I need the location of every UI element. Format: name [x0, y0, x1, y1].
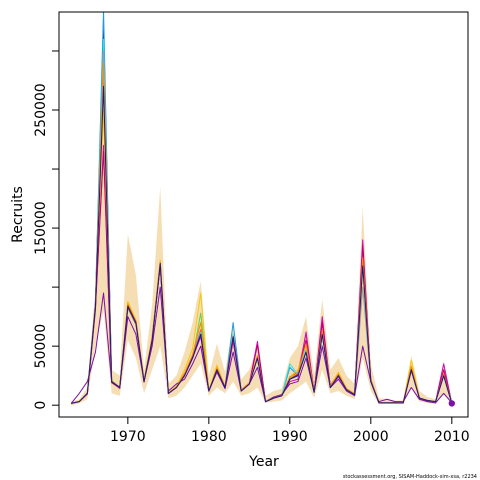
endpoint-marker	[448, 400, 456, 407]
x-axis: 1970 1980 1990 2000 2010	[110, 417, 470, 445]
x-tick-label-1970: 1970	[110, 429, 146, 445]
y-tick-label-50000: 50000	[33, 324, 49, 369]
y-tick-label-0: 0	[33, 401, 49, 410]
series-layer	[70, 12, 453, 404]
series-line-12	[71, 85, 453, 404]
x-tick-label-2000: 2000	[353, 429, 389, 445]
x-tick-label-2010: 2010	[434, 429, 470, 445]
y-tick-label-150000: 150000	[33, 201, 49, 254]
x-axis-title: Year	[248, 454, 279, 470]
x-tick-label-1980: 1980	[191, 429, 227, 445]
x-tick-label-1990: 1990	[272, 429, 308, 445]
series-line-9	[70, 286, 453, 404]
y-tick-label-250000: 250000	[33, 83, 49, 136]
uncertainty-band	[71, 12, 452, 406]
credit-text: stockassessment.org, SISAM-Haddock-sim-x…	[343, 474, 477, 480]
y-axis-title: Recruits	[10, 186, 26, 243]
marker-layer	[448, 400, 456, 407]
y-axis: 0 50000 150000 250000	[33, 50, 59, 410]
uncertainty-band-layer	[71, 12, 452, 406]
plot-frame	[58, 11, 469, 418]
